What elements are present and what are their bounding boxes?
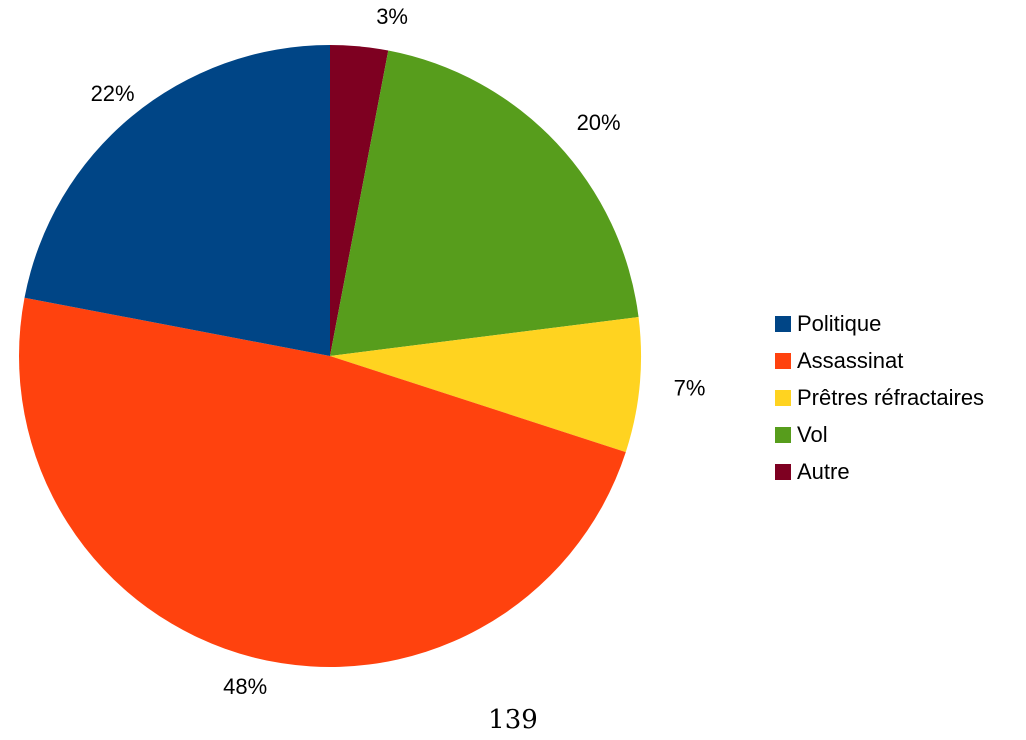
legend-swatch-pretres-refractaires [775,389,791,406]
legend-item-assassinat: Assassinat [775,342,984,379]
pie-slices [19,45,642,667]
chart-legend: Politique Assassinat Prêtres réfractaire… [775,305,984,490]
pie-slice-politique [24,45,330,356]
pie-slice-vol [330,50,639,356]
legend-label-vol: Vol [797,421,828,447]
legend-item-pretres-refractaires: Prêtres réfractaires [775,379,984,416]
legend-label-politique: Politique [797,310,882,336]
legend-swatch-vol [775,426,791,443]
legend-swatch-autre [775,463,791,480]
legend-swatch-politique [775,315,791,332]
pie-slice-labels: 3% 20% 7% 48% 22% [91,4,706,699]
pie-label-politique: 22% [91,81,135,106]
legend-swatch-assassinat [775,352,791,369]
page-number: 139 [488,705,538,735]
pie-label-autre: 3% [376,4,408,29]
pie-slice-assassinat [19,297,626,667]
pie-label-pretres-refractaires: 7% [674,376,706,401]
pie-label-assassinat: 48% [223,674,267,699]
legend-label-assassinat: Assassinat [797,347,904,373]
pie-slice-autre [330,45,389,356]
legend-item-autre: Autre [775,453,984,490]
pie-label-vol: 20% [577,110,621,135]
legend-item-politique: Politique [775,305,984,342]
legend-label-autre: Autre [797,458,850,484]
pie-slice-pretres-refractaires [330,317,642,453]
legend-item-vol: Vol [775,416,984,453]
legend-label-pretres-refractaires: Prêtres réfractaires [797,384,985,410]
